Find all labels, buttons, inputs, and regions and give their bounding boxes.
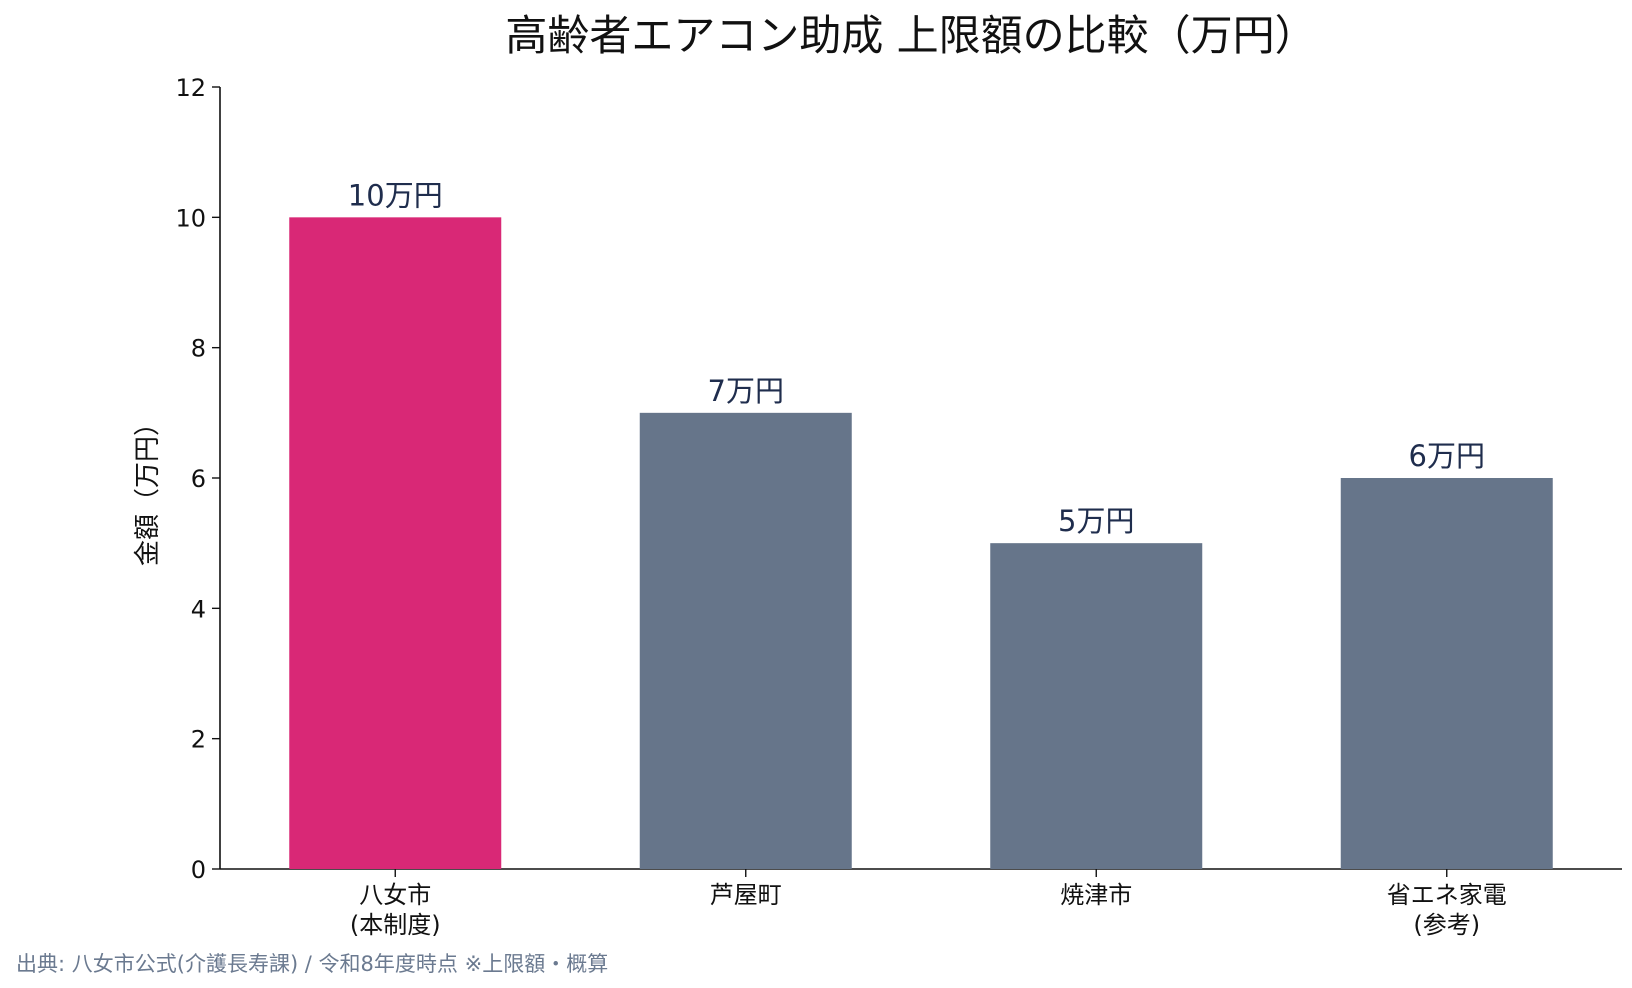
bar-value-label: 5万円 xyxy=(1058,504,1134,538)
y-tick-label: 8 xyxy=(191,335,206,363)
bar-value-label: 7万円 xyxy=(708,374,784,408)
x-tick-label: 八女市 xyxy=(359,881,431,909)
bar xyxy=(289,217,502,870)
y-axis: 0 2 4 6 8 10 12 xyxy=(175,74,221,884)
y-tick-label: 2 xyxy=(191,726,206,754)
bar-value-label: 6万円 xyxy=(1409,439,1485,473)
y-tick-label: 10 xyxy=(175,204,206,232)
x-tick-label: 芦屋町 xyxy=(710,881,782,909)
bar xyxy=(1340,478,1553,869)
x-tick-label: (本制度) xyxy=(350,911,441,939)
data-labels-group: 10万円 7万円 5万円 6万円 xyxy=(348,178,1485,538)
x-axis: 八女市(本制度) 芦屋町 焼津市 省エネ家電(参考) xyxy=(220,868,1622,939)
y-tick-label: 6 xyxy=(191,465,206,493)
bar xyxy=(639,412,852,869)
x-tick-label: (参考) xyxy=(1413,911,1480,939)
x-tick-label: 省エネ家電 xyxy=(1387,881,1507,909)
x-tick-label: 焼津市 xyxy=(1060,881,1132,909)
bar xyxy=(990,543,1203,869)
source-note: 出典: 八女市公式(介護長寿課) / 令和8年度時点 ※上限額・概算 xyxy=(16,952,609,976)
y-tick-label: 0 xyxy=(191,856,206,884)
bar-value-label: 10万円 xyxy=(348,178,443,212)
bars-group xyxy=(289,217,1553,870)
chart-title: 高齢者エアコン助成 上限額の比較（万円） xyxy=(505,11,1317,60)
y-axis-label: 金額（万円） xyxy=(133,410,163,566)
y-tick-label: 12 xyxy=(175,74,206,102)
y-tick-label: 4 xyxy=(191,595,206,623)
